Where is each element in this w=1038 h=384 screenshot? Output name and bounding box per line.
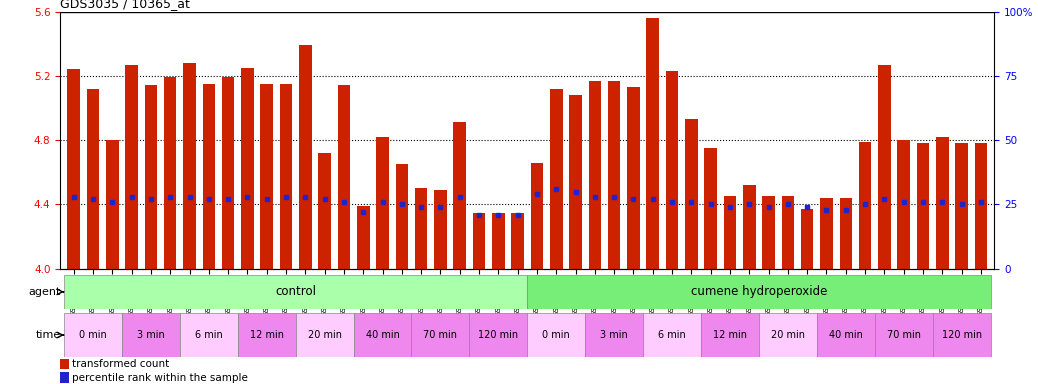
Bar: [932, 313, 990, 357]
Bar: [701, 313, 759, 357]
Bar: [64, 275, 527, 309]
Bar: [759, 313, 817, 357]
Bar: [801, 209, 814, 269]
Text: 12 min: 12 min: [250, 330, 283, 340]
Text: 70 min: 70 min: [886, 330, 921, 340]
Bar: [126, 65, 138, 269]
Text: 20 min: 20 min: [307, 330, 342, 340]
Text: 6 min: 6 min: [658, 330, 686, 340]
Bar: [840, 198, 852, 269]
Text: 20 min: 20 min: [771, 330, 804, 340]
Bar: [550, 89, 563, 269]
Bar: [955, 143, 967, 269]
Bar: [975, 143, 987, 269]
Bar: [817, 313, 875, 357]
Bar: [261, 84, 273, 269]
Text: time: time: [35, 330, 60, 340]
Bar: [434, 190, 446, 269]
Bar: [589, 81, 601, 269]
Text: 120 min: 120 min: [479, 330, 518, 340]
Text: 40 min: 40 min: [365, 330, 400, 340]
Bar: [376, 137, 389, 269]
Bar: [936, 137, 949, 269]
Text: transformed count: transformed count: [72, 359, 169, 369]
Bar: [357, 206, 370, 269]
Text: 0 min: 0 min: [543, 330, 570, 340]
Bar: [512, 212, 524, 269]
Bar: [527, 313, 585, 357]
Text: GDS3035 / 10365_at: GDS3035 / 10365_at: [60, 0, 190, 10]
Bar: [296, 313, 354, 357]
Text: 3 min: 3 min: [137, 330, 165, 340]
Bar: [743, 185, 756, 269]
Text: 70 min: 70 min: [424, 330, 458, 340]
Bar: [354, 313, 411, 357]
Bar: [280, 84, 293, 269]
Bar: [411, 313, 469, 357]
Text: 0 min: 0 min: [79, 330, 107, 340]
Bar: [875, 313, 932, 357]
Bar: [337, 86, 350, 269]
Bar: [665, 71, 679, 269]
Bar: [144, 86, 157, 269]
Bar: [627, 87, 639, 269]
Bar: [472, 212, 486, 269]
Bar: [878, 65, 891, 269]
Bar: [782, 197, 794, 269]
Bar: [222, 78, 235, 269]
Text: 40 min: 40 min: [829, 330, 863, 340]
Bar: [569, 95, 582, 269]
Bar: [723, 197, 736, 269]
Bar: [454, 122, 466, 269]
Bar: [705, 148, 717, 269]
Bar: [241, 68, 253, 269]
Bar: [917, 143, 929, 269]
Bar: [469, 313, 527, 357]
Bar: [585, 313, 644, 357]
Bar: [60, 372, 69, 382]
Bar: [608, 81, 621, 269]
Text: agent: agent: [28, 287, 60, 297]
Text: cumene hydroperoxide: cumene hydroperoxide: [690, 285, 827, 298]
Bar: [647, 18, 659, 269]
Bar: [122, 313, 180, 357]
Bar: [299, 45, 311, 269]
Bar: [319, 153, 331, 269]
Text: 12 min: 12 min: [713, 330, 747, 340]
Bar: [415, 189, 428, 269]
Bar: [898, 140, 910, 269]
Text: 6 min: 6 min: [195, 330, 223, 340]
Bar: [644, 313, 701, 357]
Bar: [67, 70, 80, 269]
Bar: [527, 275, 990, 309]
Bar: [762, 197, 774, 269]
Bar: [202, 84, 215, 269]
Bar: [60, 359, 69, 369]
Bar: [106, 140, 118, 269]
Bar: [164, 78, 176, 269]
Bar: [858, 142, 871, 269]
Text: 3 min: 3 min: [600, 330, 628, 340]
Text: 120 min: 120 min: [941, 330, 982, 340]
Bar: [395, 164, 408, 269]
Bar: [530, 163, 543, 269]
Bar: [180, 313, 238, 357]
Bar: [492, 212, 504, 269]
Bar: [87, 89, 100, 269]
Text: percentile rank within the sample: percentile rank within the sample: [72, 372, 248, 382]
Bar: [184, 63, 196, 269]
Bar: [820, 198, 832, 269]
Text: control: control: [275, 285, 317, 298]
Bar: [238, 313, 296, 357]
Bar: [685, 119, 698, 269]
Bar: [64, 313, 122, 357]
